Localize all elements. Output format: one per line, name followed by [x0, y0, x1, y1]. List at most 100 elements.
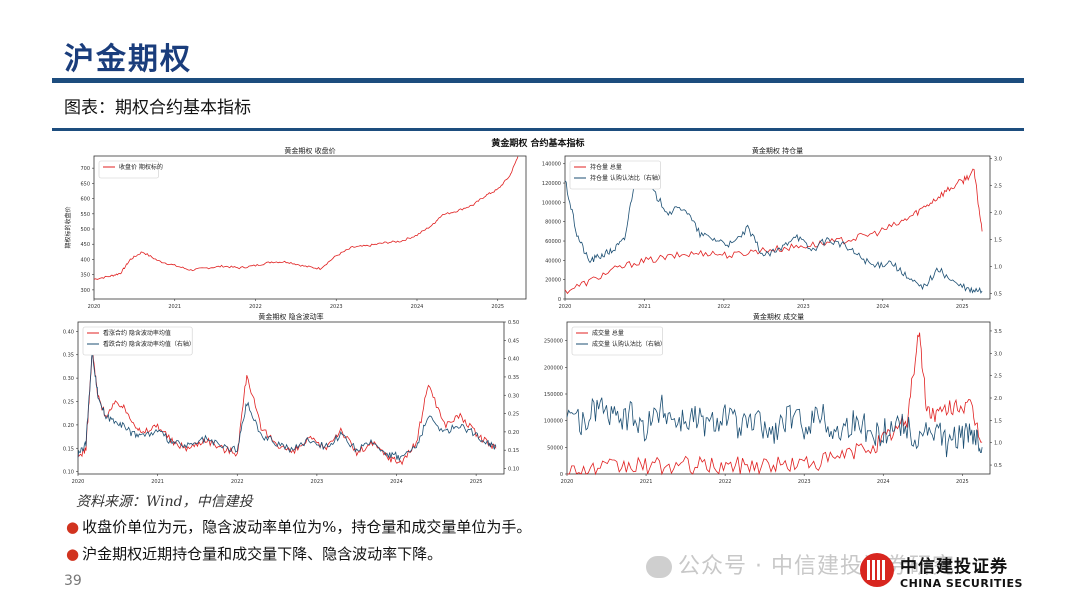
y2-tick-label: 2.0 [994, 396, 1002, 402]
x-tick-label: 2024 [876, 304, 889, 310]
figure-caption: 图表：期权合约基本指标 [64, 98, 251, 118]
y-tick-label: 0.15 [63, 446, 74, 452]
legend-label: 成交量 认购认沽比（右轴） [592, 340, 666, 348]
y2-tick-label: 0.35 [508, 375, 519, 381]
y2-tick-label: 2.0 [994, 211, 1002, 217]
legend-label: 收盘价 期权标的 [119, 163, 163, 171]
y-tick-label: 550 [80, 212, 90, 218]
legend-label: 成交量 总量 [592, 329, 624, 337]
y2-tick-label: 3.0 [994, 351, 1002, 357]
y-tick-label: 0.25 [63, 400, 74, 406]
x-tick-label: 2022 [249, 304, 262, 310]
y-tick-label: 250000 [544, 339, 563, 345]
chart-panel-volume: 黄金期权 成交量 2020 2021 2022 2023 2024 2025 0 50000 10… [535, 312, 1024, 488]
y-tick-label: 140000 [542, 162, 561, 168]
legend-label: 看跌合约 隐含波动率均值（右轴） [103, 340, 195, 348]
bullet-dot-icon: ● [66, 518, 80, 536]
legend-label: 看涨合约 隐含波动率均值 [103, 329, 171, 337]
y-tick-label: 700 [80, 166, 90, 172]
y2-tick-label: 0.10 [508, 467, 519, 473]
volume-chart: 黄金期权 成交量 2020 2021 2022 2023 2024 2025 0 50000 10… [544, 312, 1002, 485]
chart-panel-close: 黄金期权 收盘价 2020 2021 2022 2023 2024 2025 300 350 40… [52, 146, 530, 313]
bullet-item: ● 沪金期权近期持仓量和成交量下降、隐含波动率下降。 [66, 543, 442, 564]
x-tick-label: 2023 [311, 479, 324, 485]
legend-box [82, 326, 193, 356]
y2-tick-label: 1.5 [994, 418, 1002, 424]
y2-tick-label: 1.0 [994, 441, 1002, 447]
legend-label: 持仓量 总量 [590, 163, 622, 171]
x-tick-label: 2022 [718, 304, 731, 310]
y-tick-label: 0.20 [63, 423, 74, 429]
china-securities-logo-icon [860, 553, 894, 587]
x-tick-label: 2024 [390, 479, 403, 485]
series-line [564, 170, 983, 294]
bullet-dot-icon: ● [66, 545, 80, 563]
x-tick-label: 2024 [877, 479, 890, 485]
source-note: 资料来源：Wind，中信建投 [76, 494, 253, 510]
y-tick-label: 0.30 [63, 376, 74, 382]
logo-name-cn: 中信建投证券 [900, 557, 1008, 577]
x-tick-label: 2020 [88, 304, 101, 310]
chart-panel-implied-vol: 黄金期权 隐含波动率 2020 2021 2022 2023 2024 2025 0.10 0.… [52, 312, 530, 488]
x-tick-label: 2020 [72, 479, 85, 485]
y2-tick-label: 3.5 [994, 329, 1002, 335]
legend-label: 持仓量 认购认沽比（右轴） [590, 174, 664, 182]
legend-box [569, 160, 661, 190]
series-line [567, 332, 983, 476]
chart-title: 黄金期权 隐含波动率 [258, 312, 323, 321]
y-tick-label: 400 [80, 257, 90, 263]
x-tick-label: 2020 [561, 479, 574, 485]
y-tick-label: 60000 [545, 239, 561, 245]
y2-tick-label: 0.40 [508, 357, 519, 363]
y2-tick-label: 3.0 [994, 157, 1002, 163]
watermark-text: 公众号 · 中信建投证券研究 [678, 554, 955, 579]
plot-frame [564, 155, 991, 300]
y-tick-label: 80000 [545, 220, 561, 226]
caption-divider [52, 128, 1024, 131]
y-tick-label: 200000 [544, 365, 563, 371]
x-tick-label: 2023 [330, 304, 343, 310]
plot-frame [77, 321, 505, 475]
x-tick-label: 2024 [411, 304, 424, 310]
x-tick-label: 2021 [168, 304, 181, 310]
y2-tick-label: 0.45 [508, 338, 519, 344]
series-line [564, 168, 983, 295]
y-tick-label: 500 [80, 227, 90, 233]
x-tick-label: 2021 [640, 479, 653, 485]
y-axis-label: 期权标的收盘价 [64, 206, 72, 248]
implied-volatility-chart: 黄金期权 隐含波动率 2020 2021 2022 2023 2024 2025 0.10 0.… [63, 312, 519, 485]
y2-tick-label: 1.0 [994, 265, 1002, 271]
x-tick-label: 2025 [956, 479, 969, 485]
y-tick-label: 20000 [545, 278, 561, 284]
bullet-text: 沪金期权近期持仓量和成交量下降、隐含波动率下降。 [82, 545, 443, 563]
y-tick-label: 0 [558, 297, 561, 303]
bullet-item: ● 收盘价单位为元，隐含波动率单位为%，持仓量和成交量单位为手。 [66, 516, 531, 537]
series-line [77, 350, 497, 466]
legend-box [98, 160, 159, 179]
x-tick-label: 2025 [491, 304, 504, 310]
chart-title: 黄金期权 收盘价 [284, 146, 335, 155]
y-tick-label: 650 [80, 181, 90, 187]
y-tick-label: 120000 [542, 181, 561, 187]
y2-tick-label: 0.30 [508, 393, 519, 399]
series-line [93, 156, 519, 280]
watermark: 公众号 · 中信建投证券研究 [646, 548, 955, 580]
series-line [77, 348, 497, 462]
x-tick-label: 2020 [559, 304, 572, 310]
close-price-chart: 黄金期权 收盘价 2020 2021 2022 2023 2024 2025 300 350 40… [64, 146, 527, 310]
title-divider [52, 78, 1024, 83]
y-tick-label: 0.10 [63, 470, 74, 476]
y-tick-label: 0 [560, 472, 563, 478]
chart-panel-open-interest: 黄金期权 持仓量 2020 2021 2022 2023 2024 2025 0 20000 40… [535, 146, 1024, 313]
x-tick-label: 2023 [797, 304, 810, 310]
y-tick-label: 100000 [542, 200, 561, 206]
y2-tick-label: 1.5 [994, 238, 1002, 244]
y2-tick-label: 2.5 [994, 374, 1002, 380]
x-tick-label: 2025 [470, 479, 483, 485]
y-tick-label: 100000 [544, 419, 563, 425]
chart-title: 黄金期权 持仓量 [752, 146, 803, 155]
x-tick-label: 2022 [719, 479, 732, 485]
page-title: 沪金期权 [64, 42, 192, 77]
figure-title: 黄金期权 合约基本指标 [491, 139, 585, 149]
y-tick-label: 150000 [544, 392, 563, 398]
